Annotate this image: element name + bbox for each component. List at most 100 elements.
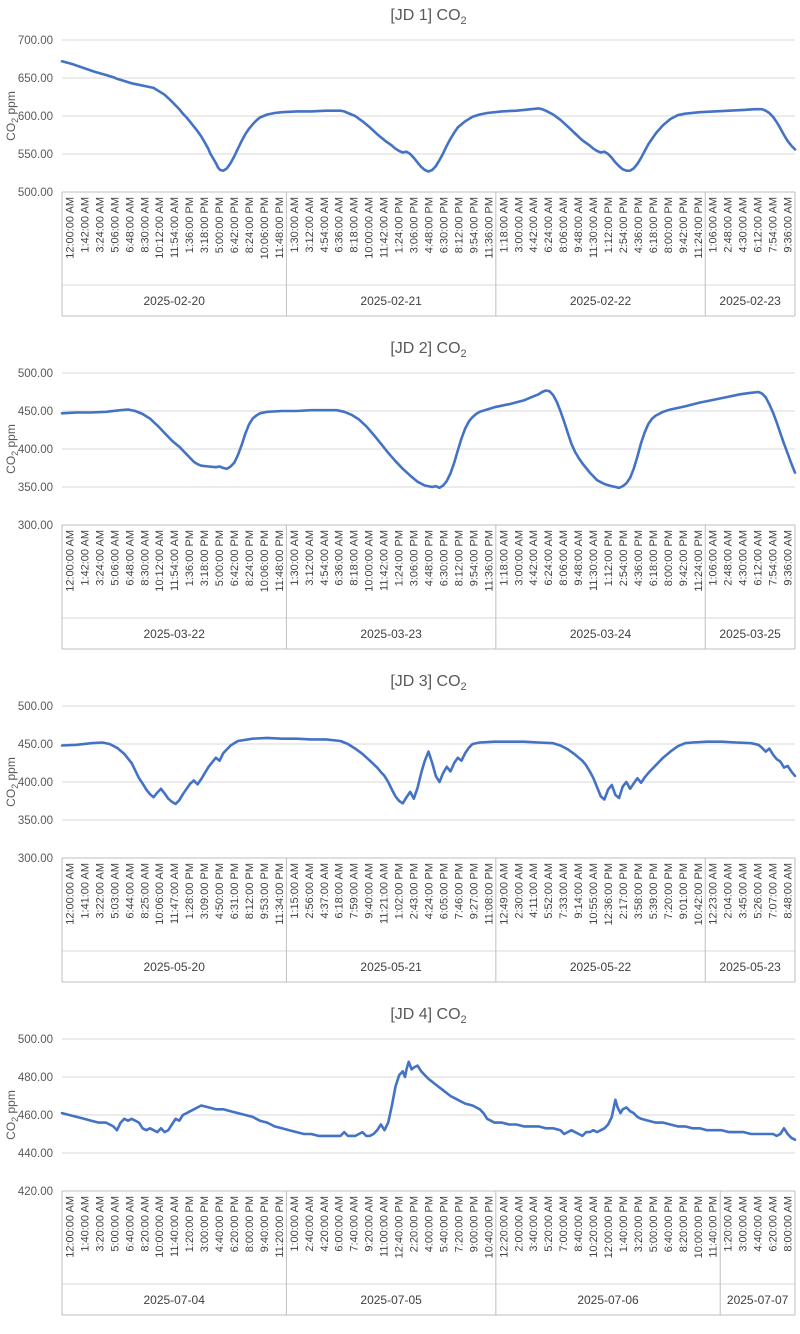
axis-label-frame [61, 858, 796, 983]
svg-text:3:12:00 AM: 3:12:00 AM [304, 197, 316, 253]
svg-text:11:21:00 AM: 11:21:00 AM [379, 863, 391, 924]
svg-text:1:06:00 AM: 1:06:00 AM [708, 197, 720, 253]
x-axis-tick-labels: 12:00:00 AM 1:40:00 AM 3:20:00 AM 5:00:00 A… [65, 1196, 795, 1258]
svg-text:6:12:00 AM: 6:12:00 AM [753, 530, 765, 586]
y-axis-tick-labels: 500.00 480.00 460.00 440.00 420.00 [18, 1034, 53, 1198]
chart-svg-1: [JD 1] CO2 700.00 650.00 600.00 550.00 500.00… [4, 7, 797, 317]
svg-text:10:55:00 AM: 10:55:00 AM [588, 863, 600, 925]
y-gridlines [62, 1038, 795, 1154]
svg-text:9:54:00 PM: 9:54:00 PM [468, 530, 480, 586]
svg-text:500.00: 500.00 [18, 701, 53, 713]
date-group-labels: 2025-02-20 2025-02-21 2025-02-22 2025-02-23 [143, 294, 781, 308]
svg-text:11:54:00 AM: 11:54:00 AM [169, 530, 181, 591]
svg-text:8:24:00 PM: 8:24:00 PM [244, 530, 256, 586]
svg-text:12:23:00 AM: 12:23:00 AM [708, 863, 720, 925]
svg-text:6:31:00 PM: 6:31:00 PM [229, 863, 241, 919]
svg-text:7:20:00 PM: 7:20:00 PM [663, 863, 675, 919]
chart-title: [JD 3] CO2 [390, 673, 466, 693]
svg-text:3:00:00 AM: 3:00:00 AM [513, 197, 525, 253]
svg-text:12:00:00 AM: 12:00:00 AM [65, 1196, 77, 1258]
svg-text:5:06:00 AM: 5:06:00 AM [109, 197, 121, 253]
date-label: 2025-03-23 [360, 627, 422, 641]
svg-text:500.00: 500.00 [18, 187, 53, 199]
date-label: 2025-02-21 [360, 294, 422, 308]
svg-text:6:24:00 AM: 6:24:00 AM [543, 197, 555, 253]
svg-text:10:12:00 AM: 10:12:00 AM [154, 530, 166, 592]
svg-text:6:00:00 AM: 6:00:00 AM [334, 1196, 346, 1252]
svg-text:10:06:00 PM: 10:06:00 PM [259, 530, 271, 592]
svg-text:4:54:00 AM: 4:54:00 AM [319, 530, 331, 586]
svg-text:300.00: 300.00 [18, 853, 53, 865]
svg-text:1:02:00 PM: 1:02:00 PM [394, 863, 406, 919]
chart-jd1: [JD 1] CO2 700.00 650.00 600.00 550.00 500.00… [0, 0, 800, 333]
svg-text:8:24:00 PM: 8:24:00 PM [244, 197, 256, 253]
svg-text:6:36:00 AM: 6:36:00 AM [334, 197, 346, 253]
svg-text:1:15:00 AM: 1:15:00 AM [289, 863, 301, 919]
svg-text:1:30:00 AM: 1:30:00 AM [289, 530, 301, 586]
svg-text:7:54:00 AM: 7:54:00 AM [768, 530, 780, 586]
svg-text:11:24:00 PM: 11:24:00 PM [693, 530, 705, 592]
svg-text:9:27:00 PM: 9:27:00 PM [468, 863, 480, 919]
date-label: 2025-02-22 [570, 294, 632, 308]
svg-text:300.00: 300.00 [18, 520, 53, 532]
y-gridlines [62, 705, 795, 821]
svg-text:8:20:00 AM: 8:20:00 AM [139, 1196, 151, 1252]
svg-text:2:00:00 AM: 2:00:00 AM [513, 1196, 525, 1252]
chart-jd2: [JD 2] CO2 500.00 450.00 400.00 350.00 300.00… [0, 333, 800, 666]
svg-text:5:06:00 AM: 5:06:00 AM [109, 530, 121, 586]
svg-text:9:00:00 PM: 9:00:00 PM [468, 1196, 480, 1252]
x-axis-tick-labels: 12:00:00 AM 1:42:00 AM 3:24:00 AM 5:06:00 A… [65, 530, 795, 592]
svg-text:8:12:00 PM: 8:12:00 PM [244, 863, 256, 919]
svg-text:5:00:00 PM: 5:00:00 PM [214, 197, 226, 253]
svg-text:1:40:00 PM: 1:40:00 PM [618, 1196, 630, 1252]
svg-text:11:48:00 PM: 11:48:00 PM [274, 530, 286, 592]
svg-text:7:59:00 AM: 7:59:00 AM [349, 863, 361, 919]
svg-text:9:48:00 AM: 9:48:00 AM [573, 197, 585, 253]
svg-text:6:42:00 PM: 6:42:00 PM [229, 197, 241, 253]
svg-text:8:20:00 PM: 8:20:00 PM [678, 1196, 690, 1252]
svg-text:4:36:00 PM: 4:36:00 PM [633, 530, 645, 586]
svg-text:2:48:00 AM: 2:48:00 AM [723, 530, 735, 586]
svg-text:10:00:00 AM: 10:00:00 AM [154, 1196, 166, 1258]
chart-title: [JD 2] CO2 [390, 340, 466, 360]
svg-text:3:22:00 AM: 3:22:00 AM [94, 863, 106, 919]
svg-text:9:36:00 AM: 9:36:00 AM [783, 530, 795, 586]
y-axis-tick-labels: 700.00 650.00 600.00 550.00 500.00 [18, 35, 53, 199]
svg-text:3:00:00 PM: 3:00:00 PM [199, 1196, 211, 1252]
svg-text:10:40:00 PM: 10:40:00 PM [483, 1196, 495, 1258]
svg-text:350.00: 350.00 [18, 815, 53, 827]
svg-text:3:09:00 PM: 3:09:00 PM [199, 863, 211, 919]
svg-text:7:20:00 PM: 7:20:00 PM [453, 1196, 465, 1252]
date-group-labels: 2025-07-04 2025-07-05 2025-07-06 2025-07-07 [143, 1293, 788, 1307]
svg-text:3:18:00 PM: 3:18:00 PM [199, 197, 211, 253]
svg-text:5:40:00 PM: 5:40:00 PM [439, 1196, 451, 1252]
svg-text:11:54:00 AM: 11:54:00 AM [169, 197, 181, 258]
svg-text:8:00:00 PM: 8:00:00 PM [663, 530, 675, 586]
svg-text:3:58:00 PM: 3:58:00 PM [633, 863, 645, 919]
svg-text:12:00:00 PM: 12:00:00 PM [603, 1196, 615, 1258]
svg-text:1:28:00 PM: 1:28:00 PM [184, 863, 196, 919]
svg-text:3:18:00 PM: 3:18:00 PM [199, 530, 211, 586]
co2-series-line [60, 1060, 797, 1141]
svg-text:3:24:00 AM: 3:24:00 AM [94, 530, 106, 586]
svg-text:11:36:00 PM: 11:36:00 PM [483, 530, 495, 592]
svg-text:3:24:00 AM: 3:24:00 AM [94, 197, 106, 253]
svg-text:2:20:00 PM: 2:20:00 PM [409, 1196, 421, 1252]
svg-text:3:06:00 PM: 3:06:00 PM [409, 197, 421, 253]
svg-text:6:48:00 AM: 6:48:00 AM [124, 530, 136, 586]
svg-text:7:33:00 AM: 7:33:00 AM [558, 863, 570, 919]
svg-text:11:42:00 AM: 11:42:00 AM [379, 530, 391, 591]
axis-label-frame [61, 192, 796, 317]
date-label: 2025-07-04 [143, 1293, 205, 1307]
svg-text:8:30:00 AM: 8:30:00 AM [139, 530, 151, 586]
date-group-labels: 2025-03-22 2025-03-23 2025-03-24 2025-03-25 [143, 627, 781, 641]
y-gridlines [62, 372, 795, 488]
svg-text:1:12:00 PM: 1:12:00 PM [603, 197, 615, 253]
svg-text:440.00: 440.00 [18, 1148, 53, 1160]
svg-text:12:00:00 AM: 12:00:00 AM [65, 197, 77, 259]
svg-text:2:56:00 AM: 2:56:00 AM [304, 863, 316, 919]
svg-text:500.00: 500.00 [18, 1034, 53, 1046]
svg-text:2:30:00 AM: 2:30:00 AM [513, 863, 525, 919]
svg-text:1:12:00 PM: 1:12:00 PM [603, 530, 615, 586]
svg-text:460.00: 460.00 [18, 1110, 53, 1122]
